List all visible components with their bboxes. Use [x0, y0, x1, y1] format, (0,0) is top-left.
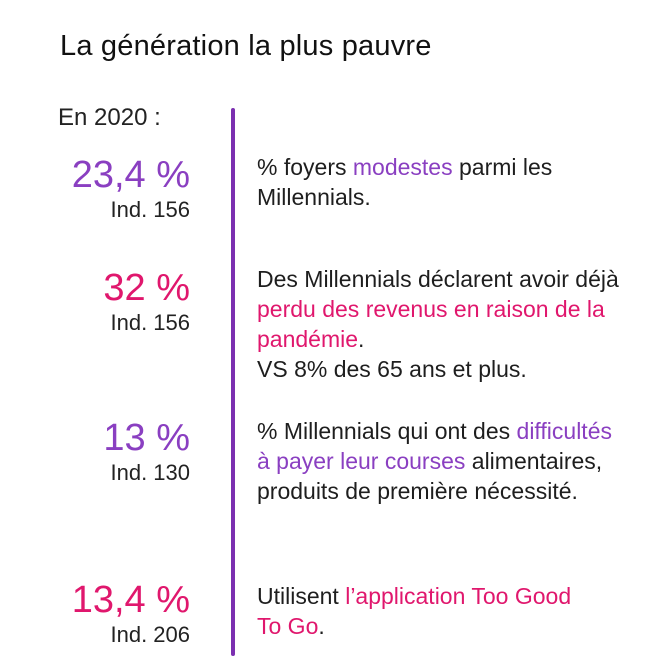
stat-value: 13 %: [103, 417, 190, 459]
desc-highlight: difficultés à payer leur courses: [257, 418, 612, 474]
desc-highlight: modestes: [352, 154, 453, 180]
stat-index: Ind. 206: [110, 622, 190, 647]
stat-value: 23,4 %: [71, 154, 190, 196]
stat-3: 13 % Ind. 130: [0, 418, 190, 486]
desc-text: parmi les Millennials.: [257, 154, 553, 210]
desc-text: % foyers: [257, 154, 353, 180]
desc-text: % Millennials qui ont des: [257, 418, 517, 444]
desc-text: Des Millennials déclarent avoir déjà: [257, 266, 619, 292]
desc-highlight: perdu des revenus en raison de la pandém…: [257, 296, 605, 352]
desc-text: .: [358, 326, 365, 352]
desc-text: alimentaires, produits de première néces…: [257, 448, 603, 504]
vertical-divider: [231, 108, 235, 656]
desc-text: .: [318, 613, 325, 639]
stat-description-2: Des Millennials déclarent avoir déjà per…: [257, 264, 627, 384]
stat-index: Ind. 156: [110, 197, 190, 222]
stat-2: 32 % Ind. 156: [0, 268, 190, 336]
stat-description-3: % Millennials qui ont des difficultés à …: [257, 416, 627, 506]
desc-highlight: l’application Too Good To Go: [257, 583, 572, 639]
desc-extra: VS 8% des 65 ans et plus.: [257, 356, 527, 382]
year-label: En 2020 :: [58, 104, 161, 131]
stat-value: 32 %: [103, 267, 190, 309]
stat-index: Ind. 156: [110, 310, 190, 335]
stat-index: Ind. 130: [110, 460, 190, 485]
desc-text: Utilisent: [257, 583, 346, 609]
page-title: La génération la plus pauvre: [60, 30, 432, 62]
stat-description-1: % foyers modestes parmi les Millennials.: [257, 152, 577, 212]
stat-description-4: Utilisent l’application Too Good To Go.: [257, 581, 577, 641]
stat-value: 13,4 %: [71, 579, 190, 621]
stat-1: 23,4 % Ind. 156: [0, 155, 190, 223]
stat-4: 13,4 % Ind. 206: [0, 580, 190, 648]
